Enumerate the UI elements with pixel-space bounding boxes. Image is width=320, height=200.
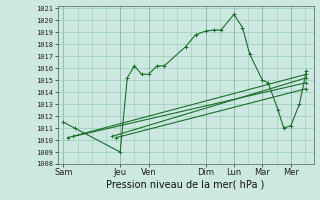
X-axis label: Pression niveau de la mer( hPa ): Pression niveau de la mer( hPa ) [107, 180, 265, 190]
